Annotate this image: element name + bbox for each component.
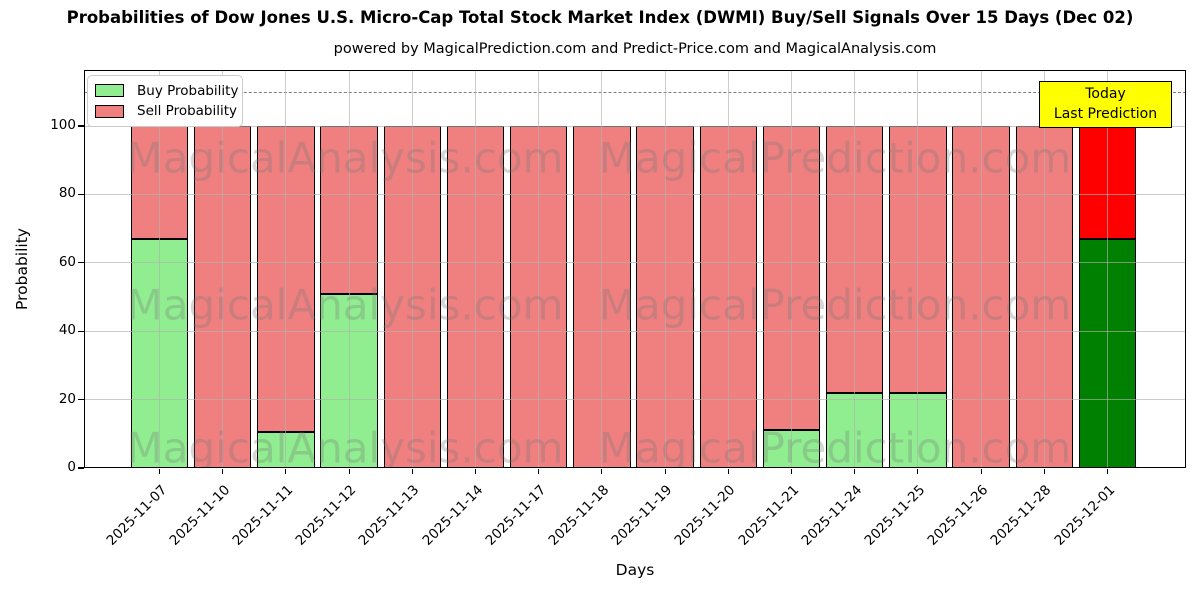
y-tick-mark bbox=[78, 193, 84, 196]
gridline-horizontal bbox=[84, 399, 1186, 401]
legend-row-sell: Sell Probability bbox=[95, 103, 238, 120]
x-tick-mark bbox=[664, 469, 666, 474]
gridline-vertical bbox=[285, 70, 287, 468]
x-tick-mark bbox=[790, 469, 793, 474]
gridline-vertical bbox=[1043, 70, 1045, 468]
y-tick-mark bbox=[78, 467, 84, 469]
y-tick-label: 40 bbox=[58, 322, 76, 339]
gridline-horizontal bbox=[84, 262, 1186, 264]
x-tick-mark bbox=[917, 469, 919, 474]
x-tick-label: 2025-11-24 bbox=[798, 482, 866, 549]
x-tick-mark bbox=[474, 469, 477, 474]
x-tick-mark bbox=[980, 469, 982, 474]
x-tick-mark bbox=[158, 469, 161, 474]
chart-subtitle: powered by MagicalPrediction.com and Pre… bbox=[333, 41, 937, 57]
x-tick-label: 2025-11-14 bbox=[419, 482, 486, 549]
y-tick-mark bbox=[78, 262, 84, 264]
x-tick-label: 2025-11-21 bbox=[735, 482, 802, 549]
gridline-vertical bbox=[791, 70, 792, 468]
dashed-threshold-line bbox=[84, 91, 1186, 93]
x-tick-label: 2025-11-18 bbox=[545, 482, 613, 549]
x-tick-label: 2025-11-12 bbox=[292, 482, 360, 549]
x-tick-mark bbox=[1043, 469, 1045, 474]
x-tick-label: 2025-11-07 bbox=[103, 482, 170, 549]
annotation-line-1: Today bbox=[1085, 86, 1126, 102]
gridline-horizontal bbox=[84, 193, 1186, 195]
x-tick-label: 2025-11-25 bbox=[861, 482, 929, 549]
gridline-horizontal bbox=[84, 125, 1186, 127]
gridline-vertical bbox=[159, 70, 160, 468]
gridline-vertical bbox=[411, 70, 413, 468]
chart-title: Probabilities of Dow Jones U.S. Micro-Ca… bbox=[66, 8, 1134, 27]
legend-row-buy: Buy Probability bbox=[95, 83, 238, 99]
y-tick-label: 60 bbox=[58, 253, 76, 270]
gridline-horizontal bbox=[84, 330, 1186, 332]
x-tick-label: 2025-11-13 bbox=[355, 482, 423, 549]
legend-label-sell: Sell Probability bbox=[137, 103, 238, 120]
y-tick-mark bbox=[78, 125, 84, 127]
y-tick-label: 100 bbox=[50, 117, 76, 134]
legend-label-buy: Buy Probability bbox=[137, 82, 239, 99]
gridline-vertical bbox=[727, 70, 729, 468]
gridline-vertical bbox=[475, 70, 476, 468]
gridline-vertical bbox=[917, 70, 919, 468]
x-tick-label: 2025-11-19 bbox=[608, 482, 676, 549]
y-tick-label: 0 bbox=[67, 459, 76, 475]
gridline-vertical bbox=[538, 70, 540, 468]
gridline-vertical bbox=[1107, 70, 1108, 468]
x-tick-mark bbox=[285, 469, 287, 474]
y-tick-label: 20 bbox=[58, 390, 76, 407]
x-tick-label: 2025-12-01 bbox=[1051, 482, 1118, 549]
gridline-vertical bbox=[601, 70, 603, 468]
x-tick-label: 2025-11-28 bbox=[987, 482, 1055, 549]
x-tick-mark bbox=[727, 469, 729, 474]
x-tick-mark bbox=[1106, 469, 1109, 474]
x-tick-mark bbox=[538, 469, 540, 474]
x-tick-label: 2025-11-20 bbox=[671, 482, 739, 549]
x-tick-mark bbox=[411, 469, 413, 474]
gridline-vertical bbox=[664, 70, 666, 468]
x-tick-label: 2025-11-26 bbox=[924, 482, 992, 549]
x-tick-mark bbox=[348, 469, 350, 474]
y-tick-mark bbox=[78, 399, 84, 401]
chart-legend: Buy Probability Sell Probability bbox=[87, 75, 243, 127]
gridline-vertical bbox=[980, 70, 982, 468]
legend-swatch-buy bbox=[95, 84, 124, 98]
today-annotation: Today Last Prediction bbox=[1039, 81, 1172, 128]
y-tick-mark bbox=[78, 330, 84, 332]
gridline-vertical bbox=[854, 70, 856, 468]
x-tick-label: 2025-11-10 bbox=[166, 482, 234, 549]
x-tick-mark bbox=[854, 469, 856, 474]
annotation-line-2: Last Prediction bbox=[1053, 106, 1158, 122]
y-tick-label: 80 bbox=[58, 185, 76, 202]
legend-swatch-sell bbox=[95, 104, 124, 118]
x-tick-label: 2025-11-17 bbox=[482, 482, 550, 549]
gridline-vertical bbox=[222, 70, 224, 468]
x-tick-mark bbox=[601, 469, 603, 474]
gridline-vertical bbox=[348, 70, 350, 468]
x-axis-label: Days bbox=[615, 561, 655, 579]
x-tick-mark bbox=[222, 469, 224, 474]
x-tick-label: 2025-11-11 bbox=[229, 482, 297, 549]
